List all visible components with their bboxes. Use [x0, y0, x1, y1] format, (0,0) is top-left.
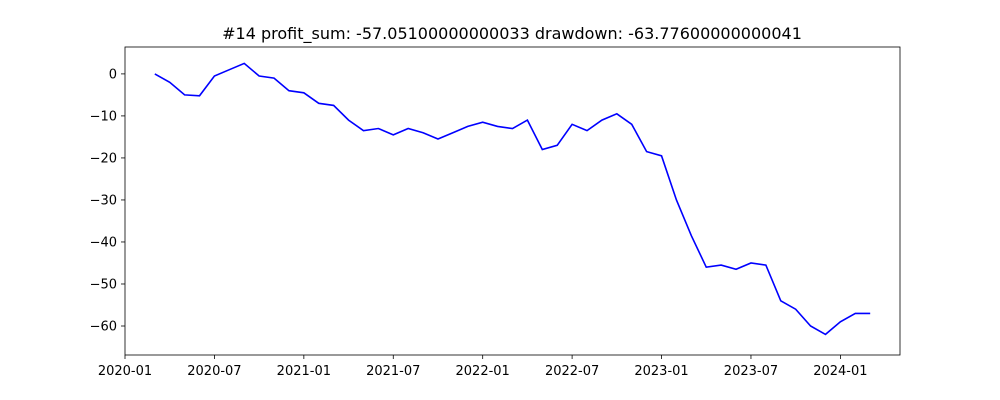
y-tick-label: −60 — [90, 320, 117, 335]
x-tick-label: 2021-01 — [277, 364, 331, 379]
plot-frame — [124, 46, 901, 356]
y-tick-label: 0 — [109, 67, 117, 82]
y-tick-label: −40 — [90, 235, 117, 250]
x-tick-label: 2021-07 — [366, 364, 420, 379]
x-tick-label: 2020-07 — [187, 364, 241, 379]
y-tick-label: −30 — [90, 193, 117, 208]
x-tick-label: 2023-07 — [724, 364, 778, 379]
x-tick-label: 2020-01 — [98, 364, 152, 379]
x-tick-label: 2022-07 — [545, 364, 599, 379]
y-tick-label: −20 — [90, 151, 117, 166]
line — [154, 62, 871, 336]
x-tick-label: 2024-01 — [813, 364, 867, 379]
x-tick-label: 2023-01 — [634, 364, 688, 379]
chart-title: #14 profit_sum: -57.05100000000033 drawd… — [222, 24, 802, 44]
y-tick-label: −10 — [90, 109, 117, 124]
y-tick-label: −50 — [90, 277, 117, 292]
x-tick-label: 2022-01 — [456, 364, 510, 379]
